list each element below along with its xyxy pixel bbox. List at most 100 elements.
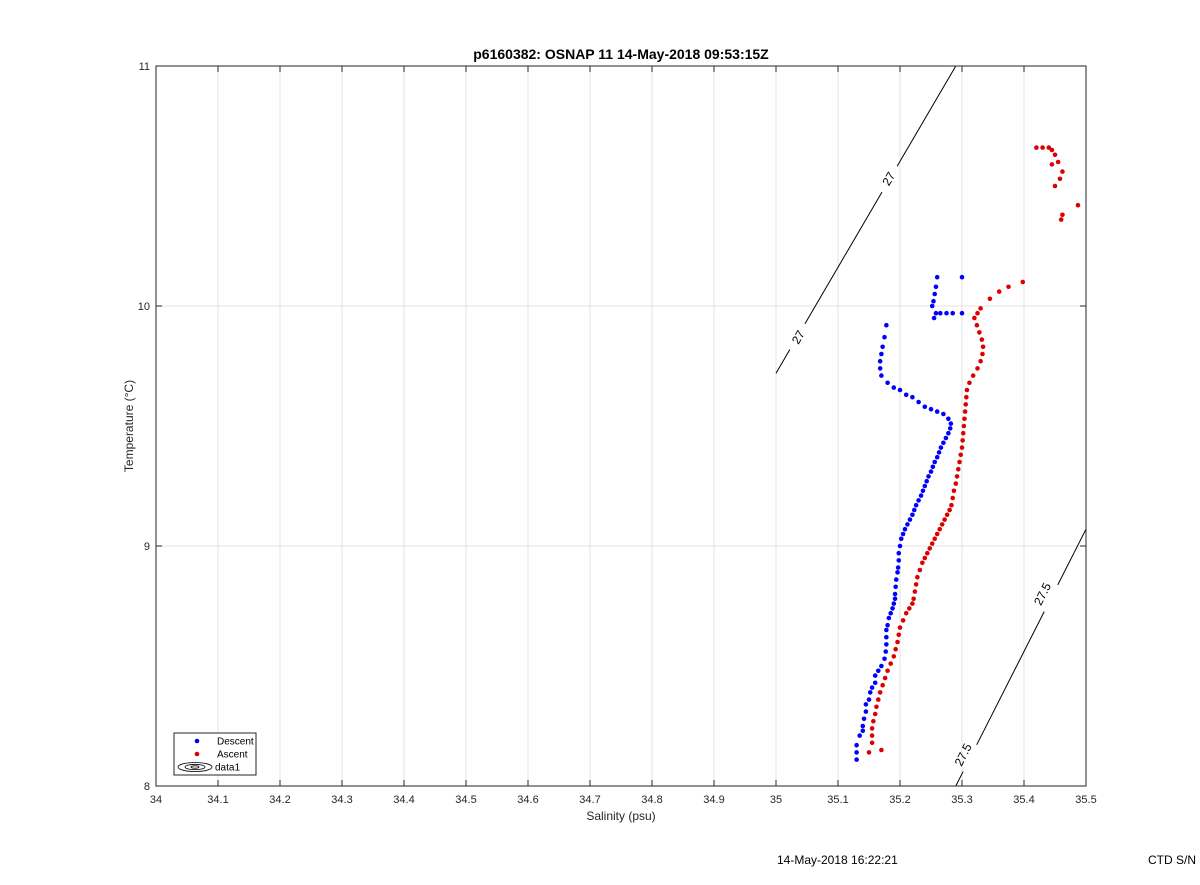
x-tick-label: 34.5: [455, 794, 476, 806]
descent-point: [910, 512, 915, 518]
descent-point: [916, 498, 921, 503]
x-tick-label: 35.4: [1013, 794, 1034, 806]
descent-point: [929, 303, 935, 309]
descent-point: [863, 702, 869, 707]
x-tick-label: 34.2: [269, 794, 290, 806]
descent-point: [946, 430, 951, 436]
x-tick-label: 35.1: [827, 794, 848, 806]
descent-point: [897, 387, 903, 393]
contour-label: 27: [789, 328, 808, 347]
descent-point: [932, 291, 938, 297]
descent-point: [941, 440, 946, 446]
descent-point: [902, 526, 908, 532]
x-tick-label: 34.4: [393, 794, 414, 806]
ascent-point: [958, 452, 964, 458]
footer-timestamp: 14-May-2018 16:22:21: [777, 853, 898, 867]
descent-point: [866, 697, 872, 702]
descent-point: [900, 531, 906, 537]
descent-point: [916, 399, 921, 405]
contour-line-27: [896, 66, 957, 167]
descent-point: [928, 469, 934, 474]
descent-point: [918, 493, 924, 498]
x-tick-label: 35.5: [1075, 794, 1096, 806]
descent-point: [948, 421, 954, 426]
descent-point: [898, 536, 904, 542]
ascent-point: [960, 438, 965, 443]
ascent-point: [900, 618, 906, 623]
descent-point: [928, 406, 934, 412]
descent-point: [931, 315, 937, 321]
ascent-point: [917, 567, 923, 573]
legend-marker-ascent: [194, 751, 200, 757]
ascent-point: [1075, 202, 1081, 208]
descent-point: [880, 344, 885, 350]
descent-point: [913, 502, 919, 508]
descent-point: [922, 404, 928, 410]
descent-point: [943, 435, 949, 441]
descent-point: [895, 570, 900, 575]
contour-line-27.5: [955, 771, 964, 786]
ascent-point: [975, 310, 980, 316]
contour-line-27.5: [1057, 528, 1086, 586]
contour-legend-icon: [177, 762, 213, 772]
descent-point: [884, 627, 889, 633]
ascent-point: [1058, 217, 1064, 222]
descent-point: [911, 507, 917, 513]
x-axis-label: Salinity (psu): [586, 809, 655, 823]
descent-point: [896, 550, 902, 556]
descent-point: [882, 656, 887, 662]
ascent-point: [1055, 159, 1061, 165]
ascent-point: [953, 481, 959, 486]
descent-point: [936, 450, 942, 455]
descent-point: [950, 310, 955, 316]
descent-point: [932, 459, 938, 465]
x-tick-label: 35.2: [889, 794, 910, 806]
ascent-point: [949, 502, 954, 508]
ascent-point: [955, 466, 961, 472]
ascent-point: [977, 330, 982, 335]
ascent-point: [932, 536, 938, 542]
ascent-point: [959, 445, 965, 450]
y-tick-label: 11: [139, 61, 150, 73]
descent-point: [854, 757, 859, 762]
ascent-point: [896, 632, 902, 638]
ascent-point: [972, 315, 977, 321]
ascent-point: [996, 289, 1002, 294]
ascent-point: [962, 416, 967, 422]
ascent-point: [934, 531, 940, 537]
ascent-point: [869, 733, 875, 738]
descent-point: [892, 596, 898, 602]
descent-point: [884, 642, 889, 647]
contour-label: 27: [879, 169, 898, 188]
legend-label: Descent: [217, 737, 254, 748]
ascent-point: [869, 726, 875, 731]
ascent-point: [910, 601, 915, 606]
descent-point: [857, 733, 862, 738]
contour-line-27: [804, 191, 883, 324]
descent-point: [872, 673, 878, 678]
descent-point: [885, 622, 890, 628]
ascent-point: [880, 682, 885, 688]
descent-point: [872, 680, 878, 686]
descent-point: [938, 310, 943, 316]
ascent-point: [1006, 284, 1011, 290]
footer-ctd-serial: CTD S/N: [1148, 853, 1196, 867]
descent-point: [876, 668, 881, 674]
x-tick-label: 35: [770, 794, 782, 806]
ascent-point: [869, 740, 875, 746]
descent-point: [926, 474, 931, 479]
descent-point: [941, 411, 946, 417]
ascent-point: [951, 488, 957, 494]
ascent-point: [962, 409, 968, 414]
descent-point: [879, 663, 884, 669]
ascent-point: [874, 704, 879, 710]
ascent-point: [891, 654, 897, 659]
ascent-point: [911, 596, 916, 602]
ascent-point: [895, 639, 900, 645]
ascent-point: [922, 555, 928, 561]
descent-point: [922, 483, 928, 489]
legend: Descent Ascent data1: [173, 732, 257, 776]
descent-point: [886, 615, 892, 621]
ascent-point: [876, 697, 881, 702]
density-contours: 27 27 27.5 27.5: [775, 66, 1086, 786]
